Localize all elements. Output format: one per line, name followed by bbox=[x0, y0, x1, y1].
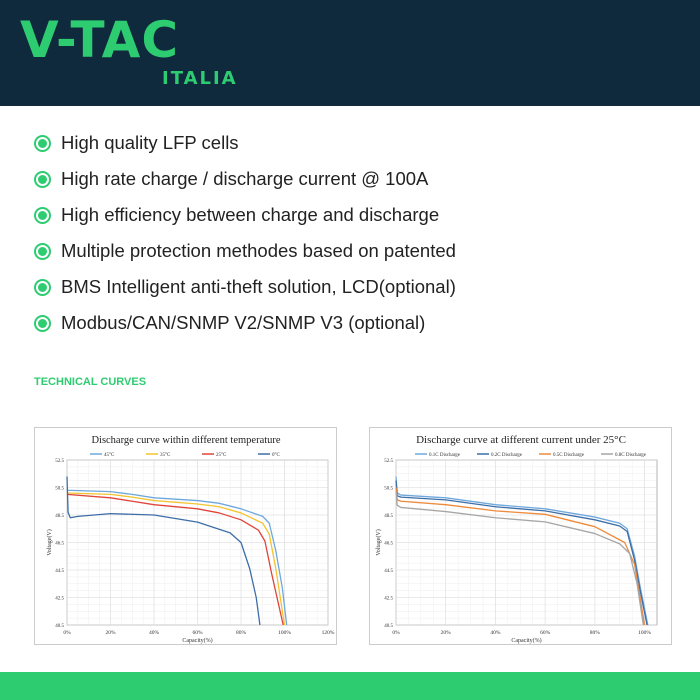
x-axis-label: Capacity(%) bbox=[182, 637, 212, 644]
y-tick-label: 46.5 bbox=[55, 542, 64, 547]
x-tick-label: 80% bbox=[590, 630, 601, 636]
x-tick-label: 80% bbox=[236, 630, 247, 636]
legend-label: 0°C bbox=[272, 453, 280, 458]
feature-text: High efficiency between charge and disch… bbox=[61, 204, 440, 225]
y-tick-label: 44.5 bbox=[384, 569, 393, 574]
x-tick-label: 0% bbox=[63, 630, 71, 636]
feature-item: High quality LFP cells bbox=[34, 132, 239, 154]
feature-text: BMS Intelligent anti-theft solution, LCD… bbox=[61, 276, 456, 297]
y-axis-label: Voltage(V) bbox=[375, 529, 382, 556]
x-axis-label: Capacity(%) bbox=[511, 637, 541, 644]
x-tick-label: 40% bbox=[149, 630, 160, 636]
feature-item: BMS Intelligent anti-theft solution, LCD… bbox=[34, 276, 456, 298]
legend-label: 35°C bbox=[160, 453, 171, 458]
x-tick-label: 20% bbox=[105, 630, 116, 636]
feature-item: High rate charge / discharge current @ 1… bbox=[34, 168, 428, 190]
y-tick-label: 52.5 bbox=[384, 459, 393, 464]
x-tick-label: 40% bbox=[490, 630, 501, 636]
chart-current: Discharge curve at different current und… bbox=[369, 427, 672, 645]
legend-label: 25°C bbox=[216, 453, 227, 458]
series-line-0C bbox=[66, 476, 261, 626]
feature-text: High rate charge / discharge current @ 1… bbox=[61, 168, 429, 189]
series-line-35C bbox=[66, 492, 286, 626]
section-title: TECHNICAL CURVES bbox=[34, 376, 147, 388]
x-tick-label: 60% bbox=[540, 630, 551, 636]
y-tick-label: 40.5 bbox=[55, 624, 64, 629]
y-tick-label: 42.5 bbox=[55, 597, 64, 602]
y-tick-label: 46.5 bbox=[384, 542, 393, 547]
y-tick-label: 48.5 bbox=[55, 514, 64, 519]
bullet-icon bbox=[34, 170, 51, 188]
bullet-icon bbox=[34, 134, 51, 152]
x-tick-label: 60% bbox=[192, 630, 203, 636]
series-line-02CDischarge bbox=[395, 480, 648, 626]
chart-title: Discharge curve within different tempera… bbox=[91, 435, 280, 446]
x-tick-label: 120% bbox=[322, 630, 335, 636]
header-banner: V-TAC ITALIA bbox=[0, 0, 700, 106]
y-tick-label: 42.5 bbox=[384, 597, 393, 602]
y-tick-label: 40.5 bbox=[384, 624, 393, 629]
brand-logo: V-TAC bbox=[20, 11, 180, 69]
bullet-icon bbox=[34, 278, 51, 296]
feature-text: Multiple protection methodes based on pa… bbox=[61, 240, 456, 261]
chart-temperature: Discharge curve within different tempera… bbox=[34, 427, 337, 645]
feature-item: High efficiency between charge and disch… bbox=[34, 204, 439, 226]
feature-item: Modbus/CAN/SNMP V2/SNMP V3 (optional) bbox=[34, 312, 425, 334]
feature-item: Multiple protection methodes based on pa… bbox=[34, 240, 456, 262]
x-tick-label: 100% bbox=[278, 630, 291, 636]
series-line-01CDischarge bbox=[395, 476, 649, 626]
legend-label: 0.8C Discharge bbox=[615, 453, 647, 458]
bullet-icon bbox=[34, 206, 51, 224]
series-line-45C bbox=[66, 489, 288, 626]
footer-bar bbox=[0, 672, 700, 700]
x-tick-label: 0% bbox=[392, 630, 400, 636]
brand-logo-subtitle: ITALIA bbox=[162, 68, 238, 89]
legend-label: 45°C bbox=[104, 453, 115, 458]
x-tick-label: 20% bbox=[441, 630, 452, 636]
y-tick-label: 50.5 bbox=[384, 487, 393, 492]
x-tick-label: 100% bbox=[638, 630, 651, 636]
legend-label: 0.5C Discharge bbox=[553, 453, 585, 458]
legend-label: 0.2C Discharge bbox=[491, 453, 523, 458]
bullet-icon bbox=[34, 242, 51, 260]
y-tick-label: 44.5 bbox=[55, 569, 64, 574]
y-tick-label: 52.5 bbox=[55, 459, 64, 464]
series-line-25C bbox=[66, 493, 284, 626]
y-axis-label: Voltage(V) bbox=[46, 529, 53, 556]
chart-title: Discharge curve at different current und… bbox=[416, 434, 626, 446]
y-tick-label: 48.5 bbox=[384, 514, 393, 519]
feature-text: Modbus/CAN/SNMP V2/SNMP V3 (optional) bbox=[61, 312, 426, 333]
y-tick-label: 50.5 bbox=[55, 487, 64, 492]
series-line-08CDischarge bbox=[395, 491, 644, 626]
feature-text: High quality LFP cells bbox=[61, 132, 239, 153]
legend-label: 0.1C Discharge bbox=[429, 453, 461, 458]
bullet-icon bbox=[34, 314, 51, 332]
